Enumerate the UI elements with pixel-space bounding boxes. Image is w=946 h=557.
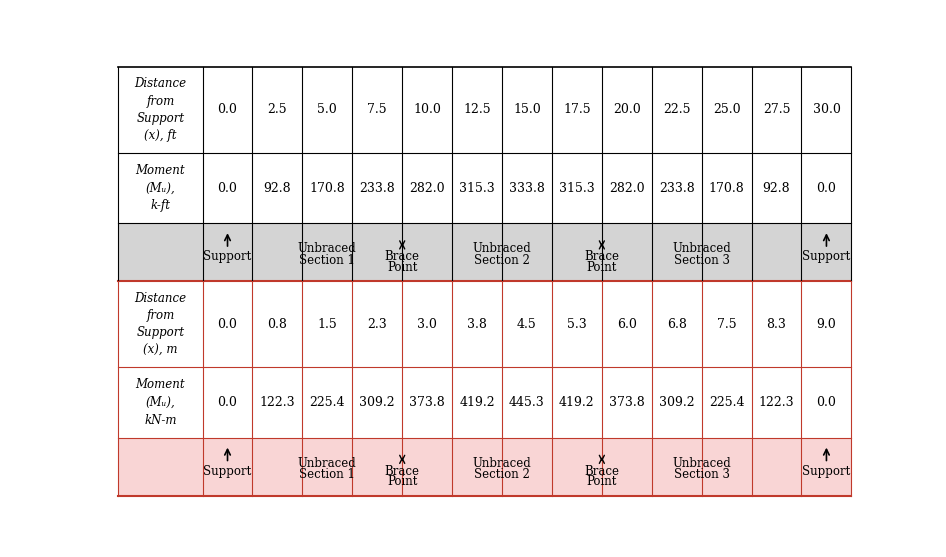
Text: from: from bbox=[147, 95, 174, 108]
Text: Distance: Distance bbox=[134, 292, 186, 305]
Text: Support: Support bbox=[802, 465, 850, 477]
Text: 0.0: 0.0 bbox=[816, 396, 836, 409]
Text: (x), m: (x), m bbox=[143, 344, 178, 356]
Text: (Mᵤ),: (Mᵤ), bbox=[146, 396, 175, 409]
Text: 122.3: 122.3 bbox=[259, 396, 295, 409]
Text: Unbraced: Unbraced bbox=[298, 242, 357, 255]
Text: 25.0: 25.0 bbox=[713, 103, 741, 116]
Text: 315.3: 315.3 bbox=[459, 182, 495, 194]
Text: 225.4: 225.4 bbox=[309, 396, 345, 409]
Text: 282.0: 282.0 bbox=[410, 182, 445, 194]
Text: 0.0: 0.0 bbox=[218, 317, 237, 331]
Bar bbox=[118, 367, 851, 438]
Text: Support: Support bbox=[136, 112, 184, 125]
Text: Unbraced: Unbraced bbox=[473, 242, 532, 255]
Text: k-ft: k-ft bbox=[150, 199, 170, 212]
Text: Support: Support bbox=[203, 250, 252, 263]
Text: 233.8: 233.8 bbox=[658, 182, 694, 194]
Text: 3.8: 3.8 bbox=[467, 317, 487, 331]
Text: Point: Point bbox=[387, 475, 417, 488]
Text: 8.3: 8.3 bbox=[766, 317, 786, 331]
Text: 2.3: 2.3 bbox=[367, 317, 387, 331]
Text: Section 3: Section 3 bbox=[674, 468, 729, 481]
Text: Brace: Brace bbox=[385, 251, 420, 263]
Text: 3.0: 3.0 bbox=[417, 317, 437, 331]
Text: 6.8: 6.8 bbox=[667, 317, 687, 331]
Text: 315.3: 315.3 bbox=[559, 182, 595, 194]
Bar bbox=[118, 438, 851, 496]
Text: 30.0: 30.0 bbox=[813, 103, 840, 116]
Text: Support: Support bbox=[203, 465, 252, 477]
Text: 27.5: 27.5 bbox=[762, 103, 790, 116]
Text: 309.2: 309.2 bbox=[659, 396, 694, 409]
Bar bbox=[118, 153, 851, 223]
Text: 15.0: 15.0 bbox=[513, 103, 541, 116]
Text: Point: Point bbox=[587, 475, 617, 488]
Text: 9.0: 9.0 bbox=[816, 317, 836, 331]
Text: 5.3: 5.3 bbox=[567, 317, 587, 331]
Text: 282.0: 282.0 bbox=[609, 182, 644, 194]
Text: from: from bbox=[147, 309, 174, 322]
Text: 170.8: 170.8 bbox=[709, 182, 745, 194]
Text: 0.0: 0.0 bbox=[816, 182, 836, 194]
Text: 0.0: 0.0 bbox=[218, 182, 237, 194]
Bar bbox=[118, 67, 851, 153]
Text: Distance: Distance bbox=[134, 77, 186, 90]
Text: Moment: Moment bbox=[135, 378, 185, 391]
Text: (Mᵤ),: (Mᵤ), bbox=[146, 182, 175, 194]
Bar bbox=[118, 223, 851, 281]
Text: Support: Support bbox=[136, 326, 184, 339]
Text: 373.8: 373.8 bbox=[410, 396, 445, 409]
Text: 225.4: 225.4 bbox=[709, 396, 745, 409]
Text: Brace: Brace bbox=[385, 465, 420, 478]
Text: 0.0: 0.0 bbox=[218, 396, 237, 409]
Text: 7.5: 7.5 bbox=[717, 317, 736, 331]
Text: 12.5: 12.5 bbox=[464, 103, 491, 116]
Text: Section 2: Section 2 bbox=[474, 468, 530, 481]
Text: 10.0: 10.0 bbox=[413, 103, 441, 116]
Text: 22.5: 22.5 bbox=[663, 103, 691, 116]
Bar bbox=[118, 281, 851, 367]
Text: Section 1: Section 1 bbox=[299, 254, 356, 267]
Text: Unbraced: Unbraced bbox=[298, 457, 357, 470]
Text: Brace: Brace bbox=[585, 251, 620, 263]
Text: 373.8: 373.8 bbox=[609, 396, 644, 409]
Text: 0.0: 0.0 bbox=[218, 103, 237, 116]
Text: 17.5: 17.5 bbox=[563, 103, 590, 116]
Text: 122.3: 122.3 bbox=[759, 396, 795, 409]
Text: Brace: Brace bbox=[585, 465, 620, 478]
Text: 92.8: 92.8 bbox=[264, 182, 291, 194]
Text: (x), ft: (x), ft bbox=[144, 129, 177, 142]
Text: 6.0: 6.0 bbox=[617, 317, 637, 331]
Text: 1.5: 1.5 bbox=[318, 317, 337, 331]
Text: 4.5: 4.5 bbox=[517, 317, 537, 331]
Text: kN-m: kN-m bbox=[144, 414, 177, 427]
Text: 419.2: 419.2 bbox=[459, 396, 495, 409]
Text: Section 3: Section 3 bbox=[674, 254, 729, 267]
Text: Support: Support bbox=[802, 250, 850, 263]
Text: Unbraced: Unbraced bbox=[673, 457, 731, 470]
Text: Unbraced: Unbraced bbox=[473, 457, 532, 470]
Text: Unbraced: Unbraced bbox=[673, 242, 731, 255]
Text: Moment: Moment bbox=[135, 164, 185, 177]
Text: 419.2: 419.2 bbox=[559, 396, 595, 409]
Text: 445.3: 445.3 bbox=[509, 396, 545, 409]
Text: Section 2: Section 2 bbox=[474, 254, 530, 267]
Text: 0.8: 0.8 bbox=[268, 317, 288, 331]
Text: Point: Point bbox=[587, 261, 617, 274]
Text: 2.5: 2.5 bbox=[268, 103, 288, 116]
Text: Section 1: Section 1 bbox=[299, 468, 356, 481]
Text: 333.8: 333.8 bbox=[509, 182, 545, 194]
Text: 5.0: 5.0 bbox=[318, 103, 337, 116]
Text: 20.0: 20.0 bbox=[613, 103, 640, 116]
Text: 92.8: 92.8 bbox=[762, 182, 790, 194]
Text: Point: Point bbox=[387, 261, 417, 274]
Text: 7.5: 7.5 bbox=[367, 103, 387, 116]
Text: 309.2: 309.2 bbox=[359, 396, 395, 409]
Text: 233.8: 233.8 bbox=[359, 182, 395, 194]
Text: 170.8: 170.8 bbox=[309, 182, 345, 194]
